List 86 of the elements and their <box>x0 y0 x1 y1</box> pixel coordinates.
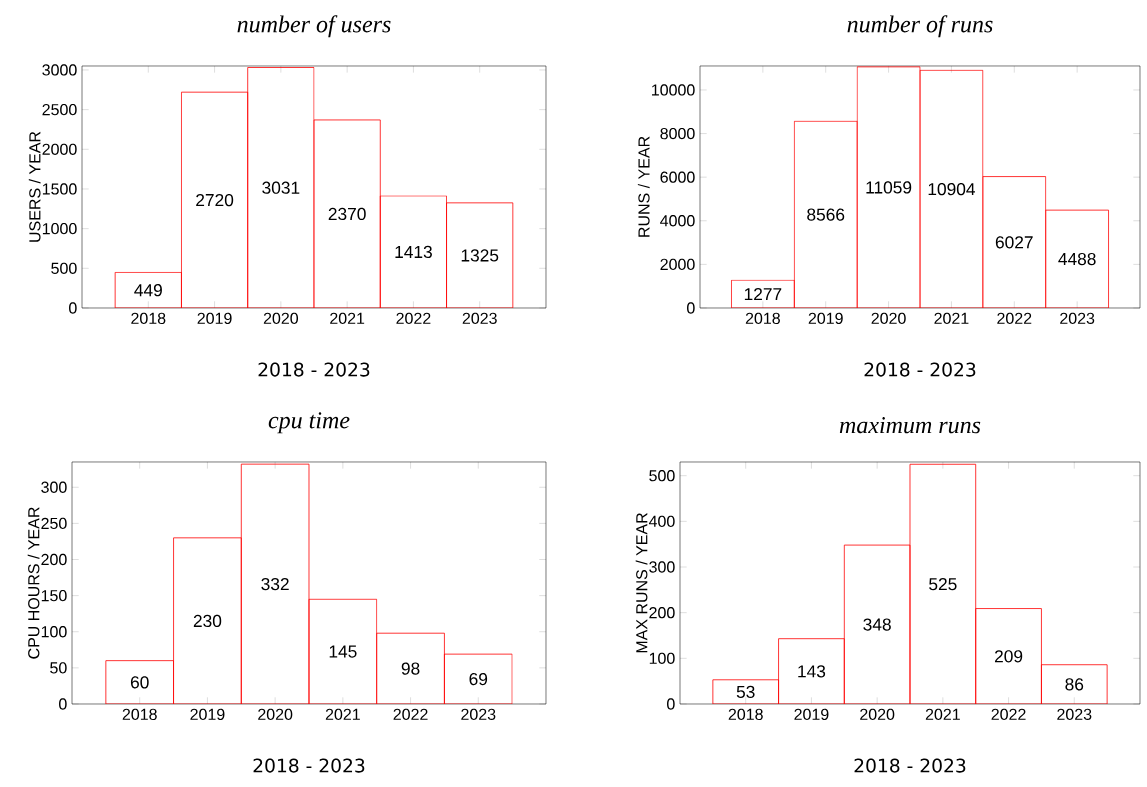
x-tick-label: 2022 <box>991 708 1026 721</box>
data-label: 1277 <box>744 288 782 301</box>
data-label: 2370 <box>328 207 366 221</box>
y-tick-label: 0 <box>667 698 675 710</box>
x-tick-label: 2018 <box>728 708 763 721</box>
x-tick-label: 2018 <box>745 312 780 325</box>
x-tick-label: 2022 <box>997 312 1032 325</box>
y-tick-label: 100 <box>649 652 675 664</box>
data-label: 11059 <box>866 181 912 194</box>
y-tick-label: 3000 <box>42 64 77 76</box>
data-label: 449 <box>134 284 162 297</box>
x-tick-label: 2019 <box>197 312 232 325</box>
x-tick-label: 2023 <box>1057 708 1092 721</box>
y-axis-title: CPU HOURS / YEAR <box>27 507 40 659</box>
data-label: 6027 <box>995 236 1033 249</box>
data-label: 145 <box>329 645 357 658</box>
y-tick-label: 6000 <box>660 171 695 183</box>
y-tick-label: 4000 <box>660 215 695 227</box>
x-tick-label: 2018 <box>131 312 166 325</box>
y-tick-label: 100 <box>41 626 67 638</box>
x-tick-label: 2021 <box>934 312 969 325</box>
y-tick-label: 0 <box>687 302 695 314</box>
x-tick-label: 2021 <box>330 312 365 325</box>
data-label: 525 <box>929 577 957 591</box>
x-tick-label: 2020 <box>258 708 293 721</box>
chart-title: cpu time <box>268 412 350 434</box>
y-tick-label: 300 <box>649 561 675 573</box>
x-tick-label: 2020 <box>860 708 895 721</box>
y-tick-label: 0 <box>59 698 67 710</box>
data-label: 8566 <box>807 208 845 221</box>
x-tick-label: 2023 <box>1060 312 1095 325</box>
data-label: 1413 <box>395 245 432 259</box>
data-label: 69 <box>469 672 488 686</box>
data-label: 143 <box>798 665 826 678</box>
data-label: 86 <box>1065 678 1084 691</box>
x-axis-title: 2018 - 2023 <box>258 362 370 377</box>
x-tick-label: 2021 <box>925 708 960 721</box>
x-tick-label: 2022 <box>393 708 428 721</box>
y-tick-label: 500 <box>51 262 77 274</box>
data-label: 4488 <box>1058 252 1096 266</box>
x-axis-title: 2018 - 2023 <box>864 362 976 377</box>
y-axis-title: USERS / YEAR <box>28 131 41 242</box>
x-axis-title: 2018 - 2023 <box>854 758 966 773</box>
data-label: 3031 <box>262 181 300 194</box>
chart-title: number of users <box>237 15 391 38</box>
y-tick-label: 2000 <box>660 258 695 271</box>
data-label: 230 <box>193 614 222 628</box>
y-tick-label: 2000 <box>42 143 77 155</box>
y-tick-label: 150 <box>41 589 67 602</box>
y-tick-label: 0 <box>69 302 77 314</box>
data-label: 348 <box>863 618 891 631</box>
data-label: 1325 <box>461 249 499 262</box>
y-tick-label: 200 <box>649 607 675 619</box>
y-tick-label: 1500 <box>42 183 77 195</box>
y-axis-title: RUNS / YEAR <box>637 136 650 237</box>
x-tick-label: 2019 <box>808 312 843 325</box>
data-label: 98 <box>401 662 420 675</box>
x-tick-label: 2021 <box>325 708 360 721</box>
y-tick-label: 50 <box>50 662 67 674</box>
data-label: 60 <box>130 676 149 689</box>
x-tick-label: 2023 <box>461 708 496 721</box>
y-tick-label: 300 <box>41 481 67 493</box>
y-tick-label: 2500 <box>42 103 77 116</box>
x-tick-label: 2020 <box>871 312 906 325</box>
data-label: 2720 <box>196 193 234 207</box>
data-label: 332 <box>261 577 289 591</box>
y-tick-label: 10000 <box>652 84 695 96</box>
x-tick-label: 2018 <box>122 708 157 721</box>
y-tick-label: 1000 <box>42 222 77 235</box>
chart-title: maximum runs <box>839 417 981 434</box>
y-tick-label: 8000 <box>660 127 695 140</box>
data-label: 53 <box>736 685 755 699</box>
x-tick-label: 2019 <box>190 708 225 721</box>
chart-title: number of runs <box>847 15 993 38</box>
x-tick-label: 2019 <box>794 708 829 721</box>
data-label: 10904 <box>928 182 976 196</box>
data-label: 209 <box>994 650 1023 663</box>
x-tick-label: 2022 <box>396 312 431 325</box>
y-tick-label: 400 <box>648 515 675 527</box>
y-tick-label: 250 <box>41 517 67 530</box>
x-tick-label: 2023 <box>462 312 497 325</box>
y-tick-label: 500 <box>649 470 675 482</box>
x-axis-title: 2018 - 2023 <box>253 758 365 773</box>
x-tick-label: 2020 <box>263 312 299 325</box>
y-axis-title: MAX RUNS / YEAR <box>635 513 648 653</box>
y-tick-label: 200 <box>41 553 67 566</box>
